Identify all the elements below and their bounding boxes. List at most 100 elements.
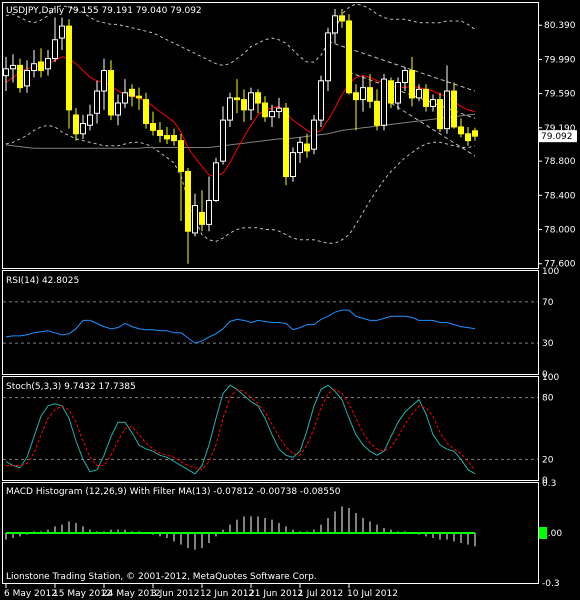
candle-body bbox=[332, 15, 338, 34]
candle-body bbox=[213, 162, 219, 201]
axis-labels: 80.390 79.990 79.590 79.190 78.800 78.400 78.0… bbox=[4, 21, 577, 599]
rsi-axis-label: 0 bbox=[542, 370, 548, 380]
candle-body bbox=[374, 100, 380, 126]
candle-body bbox=[150, 123, 156, 131]
candle-body bbox=[248, 92, 254, 111]
date-axis-label: 3 Jun 2012 bbox=[151, 589, 199, 599]
candle-body bbox=[430, 99, 436, 107]
candle-body bbox=[255, 92, 261, 104]
macd-plot bbox=[5, 506, 476, 550]
candle-body bbox=[381, 78, 387, 126]
price-axis-label: 78.800 bbox=[544, 157, 576, 167]
candle-body bbox=[339, 15, 345, 22]
date-axis-label: 6 May 2012 bbox=[4, 589, 57, 599]
candle-body bbox=[73, 114, 79, 135]
candle-body bbox=[465, 133, 471, 142]
stoch-main-line bbox=[5, 384, 476, 475]
rsi-title: RSI(14) 42.8025 bbox=[6, 276, 79, 286]
current-price-marker bbox=[539, 130, 577, 143]
current-price-label: 79.092 bbox=[541, 132, 573, 142]
candle-body bbox=[10, 64, 16, 70]
rsi-line bbox=[5, 309, 476, 344]
candle-body bbox=[234, 97, 240, 101]
candle-body bbox=[472, 130, 478, 137]
candle-body bbox=[276, 107, 282, 113]
rsi-panel-frame bbox=[2, 270, 539, 375]
candle-body bbox=[136, 95, 142, 99]
candle-body bbox=[157, 129, 163, 137]
candle-body bbox=[318, 80, 324, 121]
candle-body bbox=[108, 70, 114, 116]
date-axis-label: 21 Jun 2012 bbox=[249, 589, 303, 599]
date-axis-label: 10 Jul 2012 bbox=[347, 589, 398, 599]
candle-body bbox=[38, 61, 44, 72]
rsi-axis-label: 30 bbox=[542, 339, 554, 349]
stoch-plot bbox=[3, 384, 538, 475]
candle-body bbox=[227, 97, 233, 121]
candle-body bbox=[115, 102, 121, 116]
candle-body bbox=[220, 119, 226, 162]
bollinger-lower-band bbox=[5, 124, 476, 244]
price-chart-title: USDJPY,Daily 79.155 79.191 79.040 79.092 bbox=[6, 6, 202, 16]
price-plot bbox=[3, 3, 478, 264]
candle-body bbox=[17, 64, 23, 89]
candle-body bbox=[129, 88, 135, 97]
price-axis-label: 79.190 bbox=[544, 124, 576, 134]
macd-axis-label: -0.3 bbox=[542, 579, 560, 589]
trend-line-1 bbox=[327, 40, 476, 92]
candle-body bbox=[101, 70, 107, 92]
candle-body bbox=[143, 99, 149, 125]
candle-body bbox=[59, 25, 65, 39]
candle-body bbox=[395, 82, 401, 104]
date-axis-label: 24 May 2012 bbox=[102, 589, 161, 599]
candle-body bbox=[199, 211, 205, 225]
stoch-title: Stoch(5,3,3) 9.7432 17.7385 bbox=[6, 382, 136, 392]
candle-body bbox=[66, 25, 72, 111]
macd-axis-label: 0.3 bbox=[542, 479, 556, 489]
candle-body bbox=[262, 102, 268, 118]
trend-line-3 bbox=[390, 102, 476, 157]
rsi-axis-label: 100 bbox=[542, 267, 559, 277]
candle-body bbox=[45, 58, 51, 70]
candle-body bbox=[367, 87, 373, 102]
price-axis-label: 79.990 bbox=[544, 55, 576, 65]
rsi-plot bbox=[3, 301, 538, 344]
candle-body bbox=[409, 70, 415, 99]
candle-body bbox=[416, 88, 422, 99]
candle-body bbox=[87, 114, 93, 126]
candle-body bbox=[122, 92, 128, 104]
candle-body bbox=[325, 32, 331, 82]
bollinger-upper-band bbox=[5, 3, 476, 66]
candle-body bbox=[171, 135, 177, 142]
candle-body bbox=[290, 152, 296, 178]
copyright-text: Lionstone Trading Station, © 2001-2012, … bbox=[6, 572, 317, 582]
price-panel-frame bbox=[2, 2, 539, 269]
candle-body bbox=[402, 70, 408, 83]
stoch-signal-line bbox=[6, 388, 476, 471]
candle-body bbox=[444, 90, 450, 130]
price-axis-label: 78.000 bbox=[544, 226, 576, 236]
candle-body bbox=[360, 87, 366, 101]
macd-panel-frame bbox=[2, 482, 539, 584]
candle-body bbox=[346, 20, 352, 94]
candle-body bbox=[304, 143, 310, 152]
candle-body bbox=[423, 88, 429, 107]
candle-body bbox=[206, 199, 212, 225]
stoch-axis-label: 0 bbox=[542, 476, 548, 486]
candle-body bbox=[185, 170, 191, 232]
stoch-axis-label: 80 bbox=[542, 394, 554, 404]
candle-body bbox=[31, 63, 37, 72]
price-axis-label: 79.590 bbox=[544, 90, 576, 100]
candle-body bbox=[3, 68, 9, 77]
candle-body bbox=[178, 140, 184, 172]
stoch-axis-label: 100 bbox=[542, 373, 559, 383]
macd-zero-marker bbox=[539, 527, 547, 539]
candle-body bbox=[311, 119, 317, 150]
candle-body bbox=[269, 111, 275, 118]
date-axis-label: 1 Jul 2012 bbox=[298, 589, 343, 599]
price-axis-label: 77.600 bbox=[544, 260, 576, 270]
date-axis-label: 15 May 2012 bbox=[53, 589, 112, 599]
candle-body bbox=[164, 135, 170, 140]
candle-body bbox=[94, 90, 100, 114]
